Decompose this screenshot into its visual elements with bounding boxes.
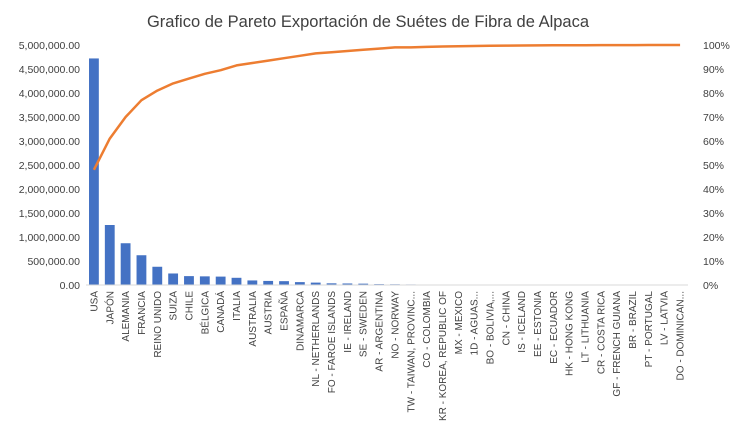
bar (136, 255, 147, 285)
x-category-label: MX - MEXICO (454, 291, 465, 355)
x-category-label: LT - LITHUANIA (581, 291, 592, 363)
y2-tick-label: 90% (703, 64, 724, 76)
x-category-label: JAPÓN (103, 291, 116, 324)
bar (199, 276, 210, 285)
y2-tick-label: 30% (703, 208, 724, 220)
x-category-label: GF - FRENCH GUIANA (612, 291, 623, 397)
y-tick-label: 500,000.00 (27, 256, 80, 268)
x-category-label: ITALIA (232, 291, 243, 321)
y2-tick-label: 40% (703, 184, 724, 196)
x-category-label: AR - ARGENTINA (375, 291, 386, 372)
x-category-label: BO - BOLIVIA,... (485, 291, 496, 364)
bar (247, 280, 258, 285)
x-category-label: PT - PORTUGAL (644, 291, 655, 368)
y2-tick-label: 70% (703, 112, 724, 124)
y2-tick-label: 10% (703, 256, 724, 268)
x-category-label: CO - COLOMBIA (422, 291, 433, 368)
x-category-label: TW - TAIWAN, PROVINC... (406, 291, 417, 412)
y-tick-label: 0.00 (60, 280, 81, 292)
x-category-label: REINO UNIDO (153, 291, 164, 358)
x-category-label: CHILE (184, 291, 195, 321)
x-category-label: 1D - AGUAS... (470, 291, 481, 355)
bar (231, 277, 242, 285)
bar (358, 283, 369, 285)
x-category-label: SE - SWEDEN (359, 291, 370, 357)
y2-tick-label: 100% (703, 40, 730, 52)
y-tick-label: 1,500,000.00 (19, 208, 80, 220)
x-category-label: HK - HONG KONG (565, 291, 576, 376)
x-category-label: CANADÁ (214, 291, 227, 333)
y2-tick-label: 60% (703, 136, 724, 148)
x-category-label: AUSTRALIA (248, 291, 259, 347)
y-tick-label: 4,000,000.00 (19, 88, 80, 100)
x-category-label: CR - COSTA RICA (596, 291, 607, 374)
x-category-label: FO - FAROE ISLANDS (327, 291, 338, 394)
x-category-label: EE - ESTONIA (533, 291, 544, 357)
x-category-label: EC - ECUADOR (549, 291, 560, 364)
y-tick-label: 3,500,000.00 (19, 112, 80, 124)
bar (89, 58, 99, 285)
x-axis-labels: USA JAPÓN ALEMANIA FRANCIA REINO UNIDO SUIZA C… (89, 291, 686, 421)
x-category-label: USA (89, 291, 100, 312)
bar (104, 225, 115, 285)
x-category-label: NO - NORWAY (390, 291, 401, 359)
y-tick-label: 3,000,000.00 (19, 136, 80, 148)
x-category-label: IS - ICELAND (517, 291, 528, 353)
bar (120, 243, 131, 285)
bar (152, 266, 163, 285)
x-category-label: ESPAÑA (278, 291, 291, 331)
y2-axis-ticks: 0% 10% 20% 30% 40% 50% 60% 70% 80% 90% 100% (703, 40, 730, 292)
bar (294, 282, 305, 285)
bar (326, 283, 337, 285)
y-tick-label: 1,000,000.00 (19, 232, 80, 244)
x-category-label: BR - BRAZIL (628, 291, 639, 349)
y2-tick-label: 20% (703, 232, 724, 244)
x-category-label: IE - IRELAND (343, 291, 354, 353)
chart-title: Grafico de Pareto Exportación de Suétes … (147, 13, 590, 31)
y-tick-label: 2,000,000.00 (19, 184, 80, 196)
x-category-label: ALEMANIA (121, 291, 132, 342)
x-category-label: LV - LATVIA (660, 291, 671, 345)
y-tick-label: 2,500,000.00 (19, 160, 80, 172)
x-category-label: FRANCIA (137, 291, 148, 335)
y2-tick-label: 80% (703, 88, 724, 100)
bar (279, 281, 289, 285)
x-category-label: DO - DOMINICAN... (676, 291, 687, 380)
x-category-label: KR - KOREA, REPUBLIC OF (438, 291, 449, 421)
x-category-label: NL - NETHERLANDS (311, 291, 322, 387)
bar (184, 276, 194, 285)
y2-tick-label: 0% (703, 280, 718, 292)
cumulative-percent-line (92, 43, 681, 171)
x-category-label: SUIZA (169, 291, 180, 321)
bar (263, 280, 274, 285)
x-category-label: DINAMARCA (295, 291, 306, 351)
bar (168, 273, 179, 285)
bar-series (89, 58, 685, 285)
bar (342, 283, 353, 285)
bar (215, 276, 226, 285)
x-category-label: BÉLGICA (198, 291, 211, 335)
x-category-label: CN - CHINA (501, 291, 512, 346)
y-tick-label: 4,500,000.00 (19, 64, 80, 76)
y-axis-ticks: 0.00 500,000.00 1,000,000.00 1,500,000.00 2,… (19, 40, 80, 292)
y-tick-label: 5,000,000.00 (19, 40, 80, 52)
x-category-label: AUSTRIA (264, 291, 275, 335)
bar (310, 282, 321, 285)
y2-tick-label: 50% (703, 160, 724, 172)
